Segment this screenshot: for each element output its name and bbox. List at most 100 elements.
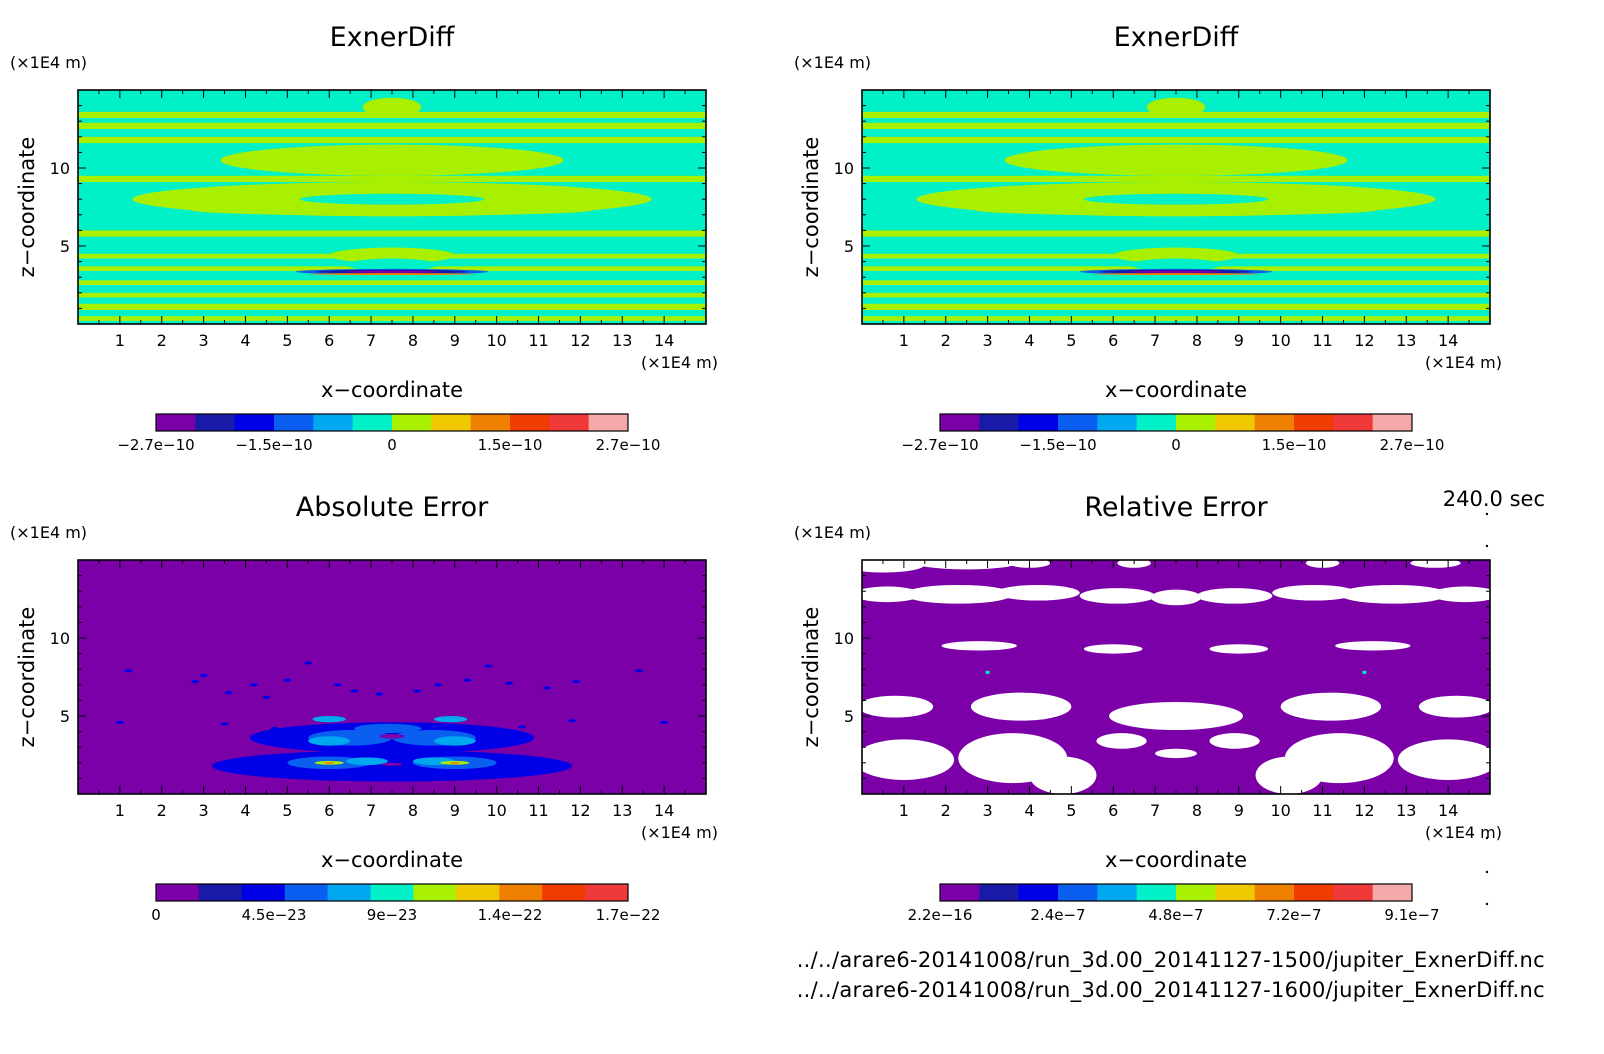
error-blob <box>324 761 335 764</box>
colorbar-swatch <box>1018 414 1059 431</box>
colorbar-swatch <box>1372 414 1413 431</box>
x-tick-label: 14 <box>1438 801 1458 820</box>
error-speck <box>333 683 342 687</box>
error-speck <box>505 681 514 685</box>
x-tick-label: 12 <box>1354 801 1374 820</box>
white-region <box>1431 586 1490 603</box>
heatmap-field <box>78 90 706 324</box>
white-region <box>1339 584 1449 604</box>
colorbar-label: 2.4e−7 <box>1030 906 1085 924</box>
colorbar-swatch <box>940 414 980 431</box>
colorbar-label: 0 <box>387 436 397 454</box>
colorbar-swatch <box>940 884 980 901</box>
y-axis-label: z−coordinate <box>799 607 823 748</box>
x-tick-label: 8 <box>408 801 418 820</box>
colorbar-swatch <box>370 884 414 901</box>
x-tick-label: 11 <box>528 801 548 820</box>
x-tick-label: 14 <box>654 331 674 350</box>
x-tick-label: 7 <box>1150 801 1160 820</box>
contour-band <box>862 230 1490 237</box>
colorbar-swatch <box>499 884 543 901</box>
stray-dot <box>1485 512 1489 516</box>
x-tick-label: 10 <box>1270 801 1290 820</box>
colorbar-swatch <box>327 884 372 901</box>
white-region <box>862 560 925 573</box>
x-tick-label: 9 <box>450 801 460 820</box>
colorbar-frame <box>155 413 629 432</box>
error-speck <box>199 673 208 678</box>
error-blob <box>312 716 346 723</box>
x-tick-label: 1 <box>115 801 125 820</box>
x-tick-label: 2 <box>157 801 167 820</box>
contour-band <box>78 230 706 237</box>
colorbar-swatch <box>1254 884 1295 901</box>
error-speck <box>350 689 359 693</box>
colorbar-swatch <box>1176 414 1216 431</box>
x-tick-label: 6 <box>324 331 334 350</box>
colorbar-frame <box>939 413 1413 432</box>
x-tick-label: 2 <box>157 331 167 350</box>
file-path-2: ../../arare6-20141008/run_3d.00_20141127… <box>796 978 1545 1002</box>
y-tick-label: 5 <box>60 707 70 726</box>
colorbar-swatch <box>1136 414 1177 431</box>
white-region <box>903 584 1013 604</box>
y-tick-label: 10 <box>50 159 70 178</box>
colorbar-swatch <box>1097 884 1138 901</box>
stray-dot <box>1485 870 1489 874</box>
x-tick-label: 8 <box>408 331 418 350</box>
chart-title: ExnerDiff <box>1114 22 1240 53</box>
colorbar-swatch <box>1136 884 1177 901</box>
white-region <box>1280 692 1382 721</box>
x-tick-label: 10 <box>486 331 506 350</box>
contour-band <box>220 144 564 176</box>
x-tick-label: 10 <box>486 801 506 820</box>
y-tick-label: 10 <box>834 629 854 648</box>
colorbar-label: −1.5e−10 <box>1019 436 1096 454</box>
colorbar-label: −2.7e−10 <box>117 436 194 454</box>
y-unit-label: (×1E4 m) <box>794 53 871 72</box>
colorbar-swatch <box>156 884 200 901</box>
heatmap-field <box>862 90 1490 324</box>
x-tick-label: 9 <box>1234 331 1244 350</box>
white-region <box>1284 733 1394 784</box>
chart-panel-2: ExnerDiff(×1E4 m)1 2 3 4 5 6 7 8 9 10 11 12 13 14510(… <box>794 22 1502 454</box>
contour-band <box>1083 193 1269 205</box>
white-region <box>1418 695 1490 718</box>
white-region <box>1109 701 1243 731</box>
x-tick-label: 4 <box>240 801 250 820</box>
x-tick-label: 2 <box>941 331 951 350</box>
chart-title: Relative Error <box>1084 492 1268 523</box>
colorbar-swatch <box>1058 414 1098 431</box>
colorbar-swatch <box>198 884 243 901</box>
error-blob <box>379 733 405 739</box>
x-tick-label: 14 <box>654 801 674 820</box>
x-tick-label: 3 <box>983 801 993 820</box>
chart-panel-4: Relative Error(×1E4 m)1 2 3 4 5 6 7 8 9 10 11 12 13 1… <box>794 492 1502 924</box>
contour-band <box>1004 144 1348 176</box>
error-speck <box>660 720 669 724</box>
contour-band <box>975 204 1377 216</box>
x-tick-label: 13 <box>612 801 632 820</box>
white-region <box>1209 644 1269 654</box>
x-tick-label: 3 <box>983 331 993 350</box>
x-tick-label: 11 <box>1312 331 1332 350</box>
time-label: 240.0 sec <box>1442 487 1545 511</box>
colorbar-swatch <box>1254 414 1295 431</box>
x-tick-label: 7 <box>1150 331 1160 350</box>
error-speck <box>484 664 493 668</box>
colorbar-label: 9e−23 <box>367 906 417 924</box>
error-blob <box>308 736 351 746</box>
error-blob <box>354 723 422 734</box>
x-unit-label: (×1E4 m) <box>641 353 718 372</box>
error-speck <box>249 683 258 687</box>
contour-band <box>1092 273 1260 276</box>
error-speck <box>283 678 292 682</box>
colorbar: 2.2e−16 2.4e−7 4.8e−7 7.2e−7 9.1e−7 <box>908 883 1440 924</box>
heatmap-field <box>862 560 1490 794</box>
chart-title: ExnerDiff <box>330 22 456 53</box>
colorbar-swatch <box>156 414 196 431</box>
colorbar: 0 4.5e−23 9e−23 1.4e−22 1.7e−22 <box>151 883 660 924</box>
x-tick-label: 1 <box>899 801 909 820</box>
contour-band <box>191 204 593 216</box>
colorbar-swatch <box>979 414 1020 431</box>
